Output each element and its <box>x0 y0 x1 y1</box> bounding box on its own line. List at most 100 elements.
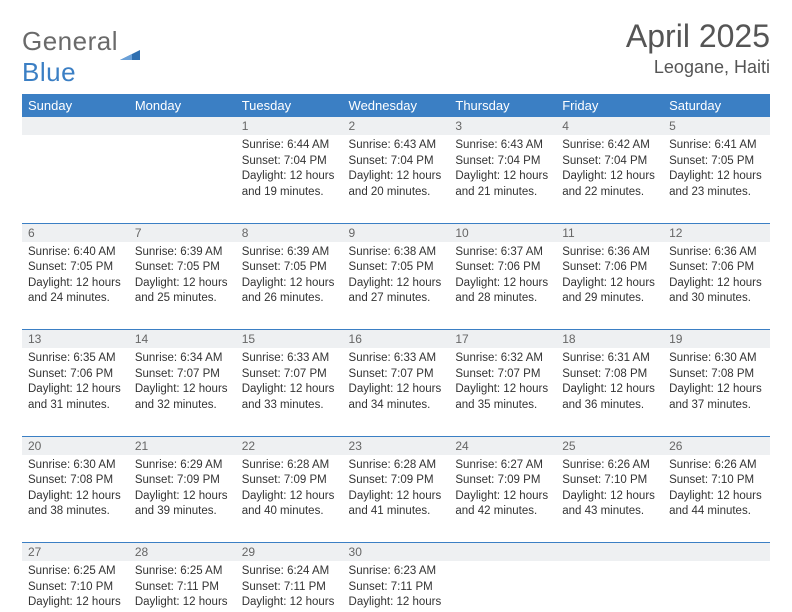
day-number-row: 27282930 <box>22 543 770 562</box>
day-info-line: Sunset: 7:06 PM <box>562 260 657 276</box>
day-cell-content: Sunrise: 6:31 AMSunset: 7:08 PMDaylight:… <box>556 348 663 419</box>
day-number-cell: 5 <box>663 117 770 135</box>
day-cell <box>663 561 770 612</box>
calendar-table: SundayMondayTuesdayWednesdayThursdayFrid… <box>22 94 770 612</box>
day-cell-content: Sunrise: 6:34 AMSunset: 7:07 PMDaylight:… <box>129 348 236 419</box>
day-number-cell: 8 <box>236 223 343 242</box>
day-info-line: Daylight: 12 hours and 29 minutes. <box>562 276 657 307</box>
day-cell: Sunrise: 6:26 AMSunset: 7:10 PMDaylight:… <box>556 455 663 543</box>
day-info-line: Daylight: 12 hours and 24 minutes. <box>28 276 123 307</box>
day-info-line: Sunset: 7:06 PM <box>28 367 123 383</box>
day-cell: Sunrise: 6:42 AMSunset: 7:04 PMDaylight:… <box>556 135 663 223</box>
page-subtitle: Leogane, Haiti <box>626 57 770 78</box>
day-number-cell: 4 <box>556 117 663 135</box>
day-number-row: 6789101112 <box>22 223 770 242</box>
day-cell-content: Sunrise: 6:27 AMSunset: 7:09 PMDaylight:… <box>449 455 556 526</box>
day-cell-content: Sunrise: 6:39 AMSunset: 7:05 PMDaylight:… <box>129 242 236 313</box>
day-info-line: Sunrise: 6:27 AM <box>455 458 550 474</box>
day-info-line: Sunset: 7:05 PM <box>242 260 337 276</box>
day-cell-content: Sunrise: 6:44 AMSunset: 7:04 PMDaylight:… <box>236 135 343 206</box>
day-info-line: Sunrise: 6:33 AM <box>349 351 444 367</box>
day-number-row: 12345 <box>22 117 770 135</box>
day-number-cell: 26 <box>663 436 770 455</box>
weekday-header: Friday <box>556 94 663 117</box>
day-number-cell: 19 <box>663 330 770 349</box>
day-number-cell <box>129 117 236 135</box>
day-number-cell: 18 <box>556 330 663 349</box>
day-info-line: Daylight: 12 hours and 40 minutes. <box>242 489 337 520</box>
day-cell: Sunrise: 6:23 AMSunset: 7:11 PMDaylight:… <box>343 561 450 612</box>
day-info-line: Sunset: 7:04 PM <box>455 154 550 170</box>
day-info-line: Sunset: 7:09 PM <box>349 473 444 489</box>
day-number-cell <box>663 543 770 562</box>
weekday-header: Thursday <box>449 94 556 117</box>
day-info-line: Sunrise: 6:43 AM <box>349 138 444 154</box>
day-info-line: Sunrise: 6:32 AM <box>455 351 550 367</box>
day-info-line: Sunrise: 6:26 AM <box>562 458 657 474</box>
day-cell-content: Sunrise: 6:26 AMSunset: 7:10 PMDaylight:… <box>663 455 770 526</box>
day-info-line: Sunrise: 6:25 AM <box>28 564 123 580</box>
day-cell: Sunrise: 6:35 AMSunset: 7:06 PMDaylight:… <box>22 348 129 436</box>
day-info-line: Sunrise: 6:35 AM <box>28 351 123 367</box>
day-info-line: Daylight: 12 hours and 27 minutes. <box>349 276 444 307</box>
day-cell-content: Sunrise: 6:28 AMSunset: 7:09 PMDaylight:… <box>236 455 343 526</box>
day-cell-content: Sunrise: 6:24 AMSunset: 7:11 PMDaylight:… <box>236 561 343 612</box>
day-cell-content: Sunrise: 6:42 AMSunset: 7:04 PMDaylight:… <box>556 135 663 206</box>
day-info-line: Sunset: 7:08 PM <box>28 473 123 489</box>
day-info-line: Sunrise: 6:30 AM <box>28 458 123 474</box>
day-content-row: Sunrise: 6:44 AMSunset: 7:04 PMDaylight:… <box>22 135 770 223</box>
day-info-line: Daylight: 12 hours and 21 minutes. <box>455 169 550 200</box>
day-info-line: Daylight: 12 hours and 41 minutes. <box>349 489 444 520</box>
day-info-line: Sunrise: 6:44 AM <box>242 138 337 154</box>
day-info-line: Sunrise: 6:36 AM <box>669 245 764 261</box>
day-number-cell: 16 <box>343 330 450 349</box>
day-cell-content: Sunrise: 6:39 AMSunset: 7:05 PMDaylight:… <box>236 242 343 313</box>
flag-icon <box>120 36 140 50</box>
day-content-row: Sunrise: 6:25 AMSunset: 7:10 PMDaylight:… <box>22 561 770 612</box>
day-info-line: Sunrise: 6:43 AM <box>455 138 550 154</box>
day-number-cell: 12 <box>663 223 770 242</box>
day-info-line: Sunset: 7:07 PM <box>349 367 444 383</box>
day-cell-content: Sunrise: 6:30 AMSunset: 7:08 PMDaylight:… <box>22 455 129 526</box>
day-cell: Sunrise: 6:39 AMSunset: 7:05 PMDaylight:… <box>236 242 343 330</box>
day-number-cell: 20 <box>22 436 129 455</box>
day-info-line: Sunset: 7:10 PM <box>562 473 657 489</box>
day-cell-content: Sunrise: 6:23 AMSunset: 7:11 PMDaylight:… <box>343 561 450 612</box>
day-number-cell <box>449 543 556 562</box>
day-info-line: Sunrise: 6:38 AM <box>349 245 444 261</box>
day-info-line: Sunset: 7:04 PM <box>242 154 337 170</box>
day-info-line: Sunrise: 6:33 AM <box>242 351 337 367</box>
day-number-cell: 7 <box>129 223 236 242</box>
day-info-line: Sunset: 7:05 PM <box>28 260 123 276</box>
day-number-cell <box>22 117 129 135</box>
day-cell: Sunrise: 6:36 AMSunset: 7:06 PMDaylight:… <box>556 242 663 330</box>
day-info-line: Sunrise: 6:28 AM <box>349 458 444 474</box>
day-cell: Sunrise: 6:32 AMSunset: 7:07 PMDaylight:… <box>449 348 556 436</box>
day-info-line: Sunrise: 6:26 AM <box>669 458 764 474</box>
day-cell-content: Sunrise: 6:36 AMSunset: 7:06 PMDaylight:… <box>556 242 663 313</box>
day-number-cell: 10 <box>449 223 556 242</box>
day-content-row: Sunrise: 6:40 AMSunset: 7:05 PMDaylight:… <box>22 242 770 330</box>
day-cell: Sunrise: 6:26 AMSunset: 7:10 PMDaylight:… <box>663 455 770 543</box>
day-info-line: Daylight: 12 hours and 28 minutes. <box>455 276 550 307</box>
day-number-cell: 23 <box>343 436 450 455</box>
weekday-header: Monday <box>129 94 236 117</box>
day-number-cell: 25 <box>556 436 663 455</box>
day-number-cell: 17 <box>449 330 556 349</box>
day-info-line: Daylight: 12 hours and 39 minutes. <box>135 489 230 520</box>
day-cell-content: Sunrise: 6:37 AMSunset: 7:06 PMDaylight:… <box>449 242 556 313</box>
day-cell-content: Sunrise: 6:43 AMSunset: 7:04 PMDaylight:… <box>343 135 450 206</box>
day-number-cell: 2 <box>343 117 450 135</box>
weekday-header: Wednesday <box>343 94 450 117</box>
day-number-cell: 21 <box>129 436 236 455</box>
day-info-line: Daylight: 12 hours and 32 minutes. <box>135 382 230 413</box>
day-info-line: Sunset: 7:07 PM <box>242 367 337 383</box>
weekday-header: Tuesday <box>236 94 343 117</box>
day-cell-content: Sunrise: 6:26 AMSunset: 7:10 PMDaylight:… <box>556 455 663 526</box>
day-info-line: Sunset: 7:04 PM <box>349 154 444 170</box>
day-content-row: Sunrise: 6:30 AMSunset: 7:08 PMDaylight:… <box>22 455 770 543</box>
day-info-line: Sunrise: 6:25 AM <box>135 564 230 580</box>
day-cell <box>449 561 556 612</box>
day-info-line: Sunset: 7:11 PM <box>349 580 444 596</box>
day-info-line: Daylight: 12 hours and 38 minutes. <box>28 489 123 520</box>
